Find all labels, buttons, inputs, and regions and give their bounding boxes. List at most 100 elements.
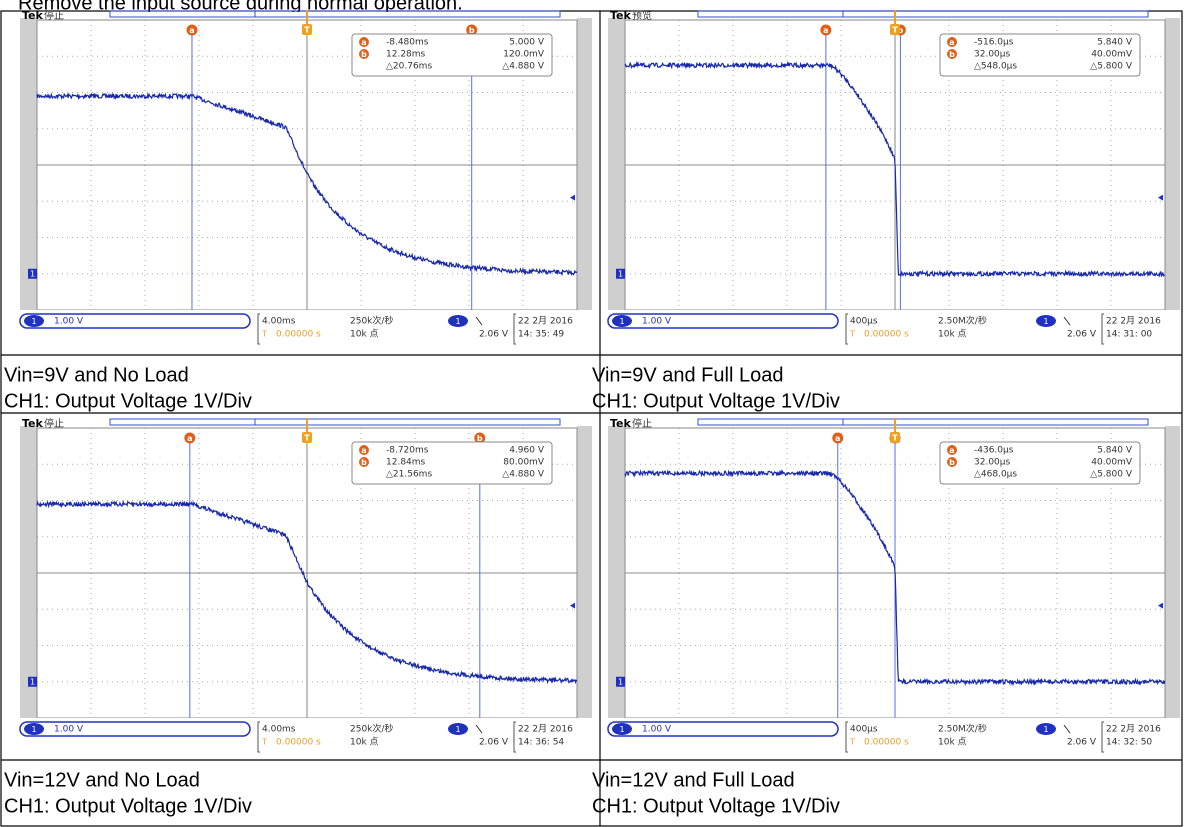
date: 22 2月 2016 (518, 724, 573, 735)
readout-time: 12.28ms (386, 50, 426, 60)
readout-volt: 4.960 V (509, 446, 545, 456)
readout-volt: 5.840 V (1097, 446, 1133, 456)
readout-delta-volt: △4.880 V (502, 470, 545, 480)
trigger-position-value: 0.00000 s (276, 330, 321, 340)
channel-scale: 1.00 V (642, 317, 672, 327)
trigger-level: 2.06 V (479, 330, 509, 340)
side-strip (20, 426, 37, 720)
readout-marker-label: b (949, 50, 955, 59)
readout-marker-label: a (949, 446, 954, 455)
record-length: 10k 点 (938, 329, 967, 340)
readout-time: -8.480ms (386, 38, 429, 48)
trigger-level: 2.06 V (1067, 738, 1097, 748)
cursor-marker-label: a (835, 434, 840, 443)
timebase: 4.00ms (262, 317, 296, 327)
readout-delta-volt: △5.800 V (1090, 62, 1133, 72)
trigger-marker-label: T (892, 26, 898, 35)
timebase: 4.00ms (262, 725, 296, 735)
readout-delta-time: △548.0µs (974, 62, 1017, 72)
side-strip (20, 18, 37, 312)
channel-marker-label: 1 (30, 677, 35, 686)
trigger-position-icon: T (849, 738, 855, 747)
side-strip (1165, 18, 1180, 312)
record-length: 10k 点 (350, 737, 379, 748)
timebase: 400µs (850, 317, 878, 327)
readout-time: -8.720ms (386, 446, 429, 456)
readout-time: 32.00µs (974, 458, 1010, 468)
channel-badge-label: 1 (31, 725, 36, 734)
page: Remove the input source during normal op… (0, 0, 1184, 827)
timebase: 400µs (850, 725, 878, 735)
side-strip (577, 426, 592, 720)
cursor-marker-label: a (823, 26, 828, 35)
date: 22 2月 2016 (1106, 316, 1161, 327)
clock-time: 14: 36: 54 (518, 738, 564, 748)
date: 22 2月 2016 (1106, 724, 1161, 735)
trigger-marker-label: T (892, 434, 898, 443)
readout-delta-time: △20.76ms (386, 62, 432, 72)
clock-time: 14: 32: 50 (1106, 738, 1152, 748)
cursor-marker-label: a (189, 26, 194, 35)
channel-badge-label: 1 (619, 317, 624, 326)
trigger-position-value: 0.00000 s (864, 738, 909, 748)
readout-time: 32.00µs (974, 50, 1010, 60)
caption: Vin=12V and Full Load (592, 769, 795, 791)
readout-volt: 5.000 V (509, 38, 545, 48)
record-length: 10k 点 (350, 329, 379, 340)
channel-badge-label: 1 (31, 317, 36, 326)
readout-time: -436.0µs (974, 446, 1014, 456)
readout-delta-volt: △4.880 V (502, 62, 545, 72)
readout-time: 12.84ms (386, 458, 426, 468)
channel-marker-label: 1 (618, 677, 623, 686)
channel-marker-label: 1 (618, 269, 623, 278)
channel-badge-label: 1 (619, 725, 624, 734)
trigger-source-label: 1 (1043, 725, 1048, 734)
caption: Vin=12V and No Load (4, 769, 200, 791)
readout-volt: 80.00mV (503, 458, 545, 468)
trigger-source-label: 1 (455, 317, 460, 326)
readout-volt: 5.840 V (1097, 38, 1133, 48)
trigger-marker-label: T (304, 434, 310, 443)
trigger-position-value: 0.00000 s (864, 330, 909, 340)
channel-scale: 1.00 V (642, 725, 672, 735)
side-strip (577, 18, 592, 312)
caption: CH1: Output Voltage 1V/Div (592, 795, 840, 817)
sample-rate: 250k次/秒 (350, 315, 393, 327)
readout-marker-label: b (361, 50, 367, 59)
date: 22 2月 2016 (518, 316, 573, 327)
document: Remove the input source during normal op… (0, 0, 1184, 827)
sample-rate: 250k次/秒 (350, 723, 393, 735)
channel-scale: 1.00 V (54, 725, 84, 735)
side-strip (608, 18, 625, 312)
readout-time: -516.0µs (974, 38, 1014, 48)
caption: Vin=9V and No Load (4, 364, 189, 386)
caption: CH1: Output Voltage 1V/Div (592, 390, 840, 412)
readout-delta-volt: △5.800 V (1090, 470, 1133, 480)
readout-marker-label: a (361, 446, 366, 455)
trigger-level: 2.06 V (479, 738, 509, 748)
readout-marker-label: a (361, 38, 366, 47)
trigger-level: 2.06 V (1067, 330, 1097, 340)
trigger-position-icon: T (849, 330, 855, 339)
readout-marker-label: b (949, 458, 955, 467)
readout-volt: 40.00mV (1091, 458, 1133, 468)
sample-rate: 2.50M次/秒 (938, 315, 987, 327)
readout-volt: 40.00mV (1091, 50, 1133, 60)
caption: CH1: Output Voltage 1V/Div (4, 795, 252, 817)
trigger-source-label: 1 (1043, 317, 1048, 326)
trigger-source-label: 1 (455, 725, 460, 734)
trigger-position-value: 0.00000 s (276, 738, 321, 748)
side-strip (608, 426, 625, 720)
readout-marker-label: b (361, 458, 367, 467)
side-strip (1165, 426, 1180, 720)
trigger-position-icon: T (261, 738, 267, 747)
record-length: 10k 点 (938, 737, 967, 748)
clock-time: 14: 31: 00 (1106, 330, 1152, 340)
channel-scale: 1.00 V (54, 317, 84, 327)
readout-delta-time: △468.0µs (974, 470, 1017, 480)
sample-rate: 2.50M次/秒 (938, 723, 987, 735)
